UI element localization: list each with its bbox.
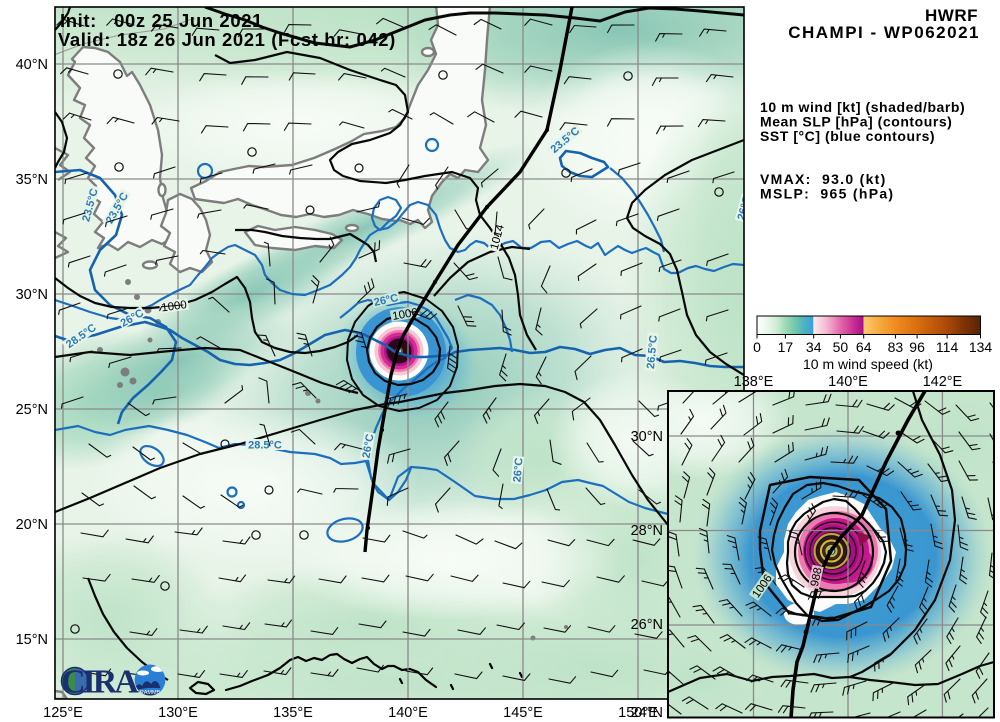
svg-text:988: 988 xyxy=(809,567,825,588)
svg-text:150°E: 150°E xyxy=(618,705,658,721)
svg-text:Init: 00z 25 Jun 2021: Init: 00z 25 Jun 2021 xyxy=(60,10,263,31)
svg-text:140°E: 140°E xyxy=(828,374,868,390)
svg-text:30°N: 30°N xyxy=(16,287,48,303)
svg-text:64: 64 xyxy=(856,339,872,355)
svg-text:50: 50 xyxy=(833,339,849,355)
svg-text:26°C: 26°C xyxy=(360,433,376,459)
svg-text:10 m wind [kt] (shaded/barb): 10 m wind [kt] (shaded/barb) xyxy=(760,99,965,115)
svg-text:138°E: 138°E xyxy=(734,374,774,390)
svg-text:134: 134 xyxy=(969,339,993,355)
svg-text:Mean SLP [hPa] (contours): Mean SLP [hPa] (contours) xyxy=(760,114,952,130)
svg-text:SST [°C] (blue contours): SST [°C] (blue contours) xyxy=(760,128,935,144)
svg-text:20°N: 20°N xyxy=(16,517,48,533)
svg-text:26°C: 26°C xyxy=(736,195,754,222)
svg-text:96: 96 xyxy=(909,339,925,355)
svg-text:125°E: 125°E xyxy=(43,705,83,721)
svg-text:26°C: 26°C xyxy=(511,457,525,483)
svg-text:28.5°C: 28.5°C xyxy=(248,440,282,452)
svg-text:83: 83 xyxy=(888,339,904,355)
svg-text:CIRA: CIRA xyxy=(61,664,139,701)
svg-text:130°E: 130°E xyxy=(158,705,198,721)
svg-text:26°C: 26°C xyxy=(373,292,400,309)
svg-text:VMAX: 93.0 (kt): VMAX: 93.0 (kt) xyxy=(760,171,887,187)
svg-text:10 m wind speed (kt): 10 m wind speed (kt) xyxy=(803,356,933,372)
svg-text:15°N: 15°N xyxy=(16,632,48,648)
svg-text:26.5°C: 26.5°C xyxy=(645,335,660,370)
svg-text:34: 34 xyxy=(806,339,822,355)
svg-text:0: 0 xyxy=(753,339,761,355)
svg-text:MSLP: 965 (hPa): MSLP: 965 (hPa) xyxy=(760,186,894,202)
svg-text:26°N: 26°N xyxy=(631,617,663,633)
svg-text:145°E: 145°E xyxy=(503,705,543,721)
svg-text:140°E: 140°E xyxy=(388,705,428,721)
svg-text:25°N: 25°N xyxy=(16,402,48,418)
svg-text:CHAMPI - WP062021: CHAMPI - WP062021 xyxy=(788,23,980,42)
svg-text:28°N: 28°N xyxy=(631,523,663,539)
svg-text:Valid: 18z 26 Jun 2021 (Fcst h: Valid: 18z 26 Jun 2021 (Fcst hr: 042) xyxy=(58,29,396,50)
svg-text:114: 114 xyxy=(936,339,959,355)
svg-text:HWRF: HWRF xyxy=(925,6,978,25)
svg-text:17: 17 xyxy=(778,339,794,355)
svg-text:1000: 1000 xyxy=(161,299,188,314)
svg-text:142°E: 142°E xyxy=(923,374,963,390)
svg-text:135°E: 135°E xyxy=(273,705,313,721)
svg-text:30°N: 30°N xyxy=(631,429,663,445)
svg-text:RAMMB: RAMMB xyxy=(140,690,161,696)
svg-text:35°N: 35°N xyxy=(16,172,48,188)
svg-text:40°N: 40°N xyxy=(16,57,48,73)
svg-text:24°N: 24°N xyxy=(631,705,663,721)
